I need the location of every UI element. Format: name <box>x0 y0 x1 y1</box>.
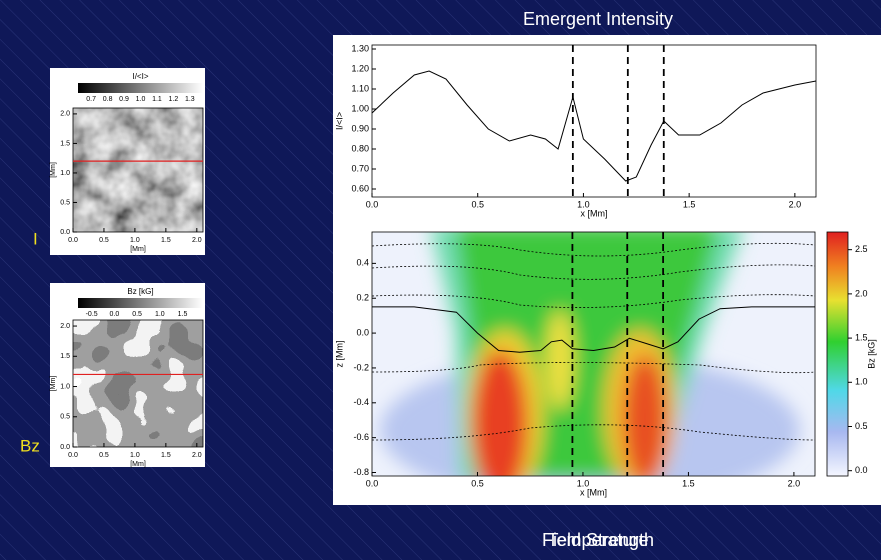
y-tick-label: 0.0 <box>60 229 70 236</box>
y-tick-label: -0.4 <box>353 397 369 407</box>
plot-frame <box>371 44 817 198</box>
colorbar-label: Bz [kG] <box>127 287 153 296</box>
heatmap-field <box>372 232 815 476</box>
plot-frame <box>72 319 204 448</box>
data-line <box>372 306 815 353</box>
colorbar-tick-label: 0.0 <box>855 465 868 475</box>
colorbar-tick-label: 0.5 <box>132 311 142 318</box>
x-axis-label: [Mm] <box>130 246 146 253</box>
x-tick-label: 2.0 <box>789 199 802 209</box>
y-tick-label: 1.5 <box>60 353 70 360</box>
plot-frame <box>72 107 204 233</box>
colorbar-tick-label: 1.1 <box>152 96 162 103</box>
y-tick-label: -0.8 <box>353 467 369 477</box>
y-tick-label: 1.0 <box>60 170 70 177</box>
y-tick-label: -0.6 <box>353 432 369 442</box>
x-tick-label: 0.0 <box>68 237 78 244</box>
colorbar-tick-label: 0.0 <box>109 311 119 318</box>
colorbar-tick-label: 1.0 <box>155 311 165 318</box>
x-tick-label: 1.0 <box>130 237 140 244</box>
colorbar-tick-label: 1.5 <box>178 311 188 318</box>
data-line <box>371 70 817 182</box>
colorbar-tick-label: 1.0 <box>855 377 868 387</box>
y-tick-label: 2.0 <box>60 111 70 118</box>
y-tick-label: 0.90 <box>351 123 369 133</box>
colorbar <box>826 231 849 477</box>
x-axis-label: x [Mm] <box>580 487 607 497</box>
colorbar-tick-label: -0.5 <box>86 311 98 318</box>
x-tick-label: 1.5 <box>161 237 171 244</box>
footer-text: Temperature <box>547 530 648 550</box>
x-tick-label: 2.0 <box>192 237 202 244</box>
panel-label: Bz <box>20 436 40 455</box>
x-tick-label: 2.0 <box>788 478 801 488</box>
x-tick-label: 1.5 <box>161 452 171 459</box>
x-tick-label: 1.5 <box>683 199 696 209</box>
chart-title: Emergent Intensity <box>523 9 673 29</box>
y-axis-label: [Mm] <box>50 162 57 178</box>
y-tick-label: 0.80 <box>351 143 369 153</box>
y-tick-label: 0.70 <box>351 163 369 173</box>
colorbar-tick-label: 0.5 <box>855 421 868 431</box>
x-tick-label: 1.5 <box>682 478 695 488</box>
intensity-image <box>73 108 203 232</box>
y-tick-label: 0.60 <box>351 183 369 193</box>
y-axis-label: z [Mm] <box>334 341 344 368</box>
x-tick-label: 0.5 <box>471 478 484 488</box>
x-tick-label: 2.0 <box>192 452 202 459</box>
plot-panel <box>333 35 881 222</box>
colorbar-tick-label: 2.0 <box>855 288 868 298</box>
y-tick-label: 2.0 <box>60 323 70 330</box>
y-tick-label: 1.0 <box>60 383 70 390</box>
colorbar-tick-label: 0.8 <box>103 96 113 103</box>
colorbar-tick-label: 1.3 <box>185 96 195 103</box>
x-tick-label: 0.0 <box>366 478 379 488</box>
y-tick-label: 1.5 <box>60 140 70 147</box>
plot-frame <box>371 231 816 477</box>
footer-text: Field Strength <box>542 530 654 550</box>
colorbar-tick-label: 1.5 <box>855 332 868 342</box>
y-tick-label: -0.2 <box>353 362 369 372</box>
colorbar-tick-label: 0.7 <box>86 96 96 103</box>
colorbar-tick-label: 1.2 <box>169 96 179 103</box>
colorbar-tick-label: 0.9 <box>119 96 129 103</box>
x-tick-label: 0.0 <box>366 199 379 209</box>
y-tick-label: 0.0 <box>356 327 369 337</box>
x-axis-label: x [Mm] <box>581 208 608 218</box>
colorbar-tick-label: 1.0 <box>136 96 146 103</box>
y-tick-label: 1.30 <box>351 43 369 53</box>
x-tick-label: 1.0 <box>577 478 590 488</box>
y-tick-label: 1.20 <box>351 63 369 73</box>
x-tick-label: 0.5 <box>99 452 109 459</box>
colorbar-label: I/<I> <box>132 72 148 81</box>
y-tick-label: 0.5 <box>60 199 70 206</box>
colorbar-tick-label: 2.5 <box>855 244 868 254</box>
colorbar <box>78 83 203 93</box>
x-tick-label: 1.0 <box>577 199 590 209</box>
y-axis-label: [Mm] <box>50 376 57 392</box>
field-image <box>73 320 203 447</box>
x-tick-label: 0.5 <box>471 199 484 209</box>
y-tick-label: 0.4 <box>356 258 369 268</box>
x-tick-label: 1.0 <box>130 452 140 459</box>
y-axis-label: I/<I> <box>334 112 344 130</box>
y-tick-label: 0.0 <box>60 444 70 451</box>
x-axis-label: [Mm] <box>130 461 146 468</box>
y-tick-label: 1.00 <box>351 103 369 113</box>
colorbar-label: Bz [kG] <box>866 339 876 369</box>
x-tick-label: 0.0 <box>68 452 78 459</box>
y-tick-label: 0.5 <box>60 414 70 421</box>
y-tick-label: 0.2 <box>356 293 369 303</box>
colorbar <box>78 298 203 308</box>
x-tick-label: 0.5 <box>99 237 109 244</box>
panel-label: I <box>33 229 38 248</box>
y-tick-label: 1.10 <box>351 83 369 93</box>
